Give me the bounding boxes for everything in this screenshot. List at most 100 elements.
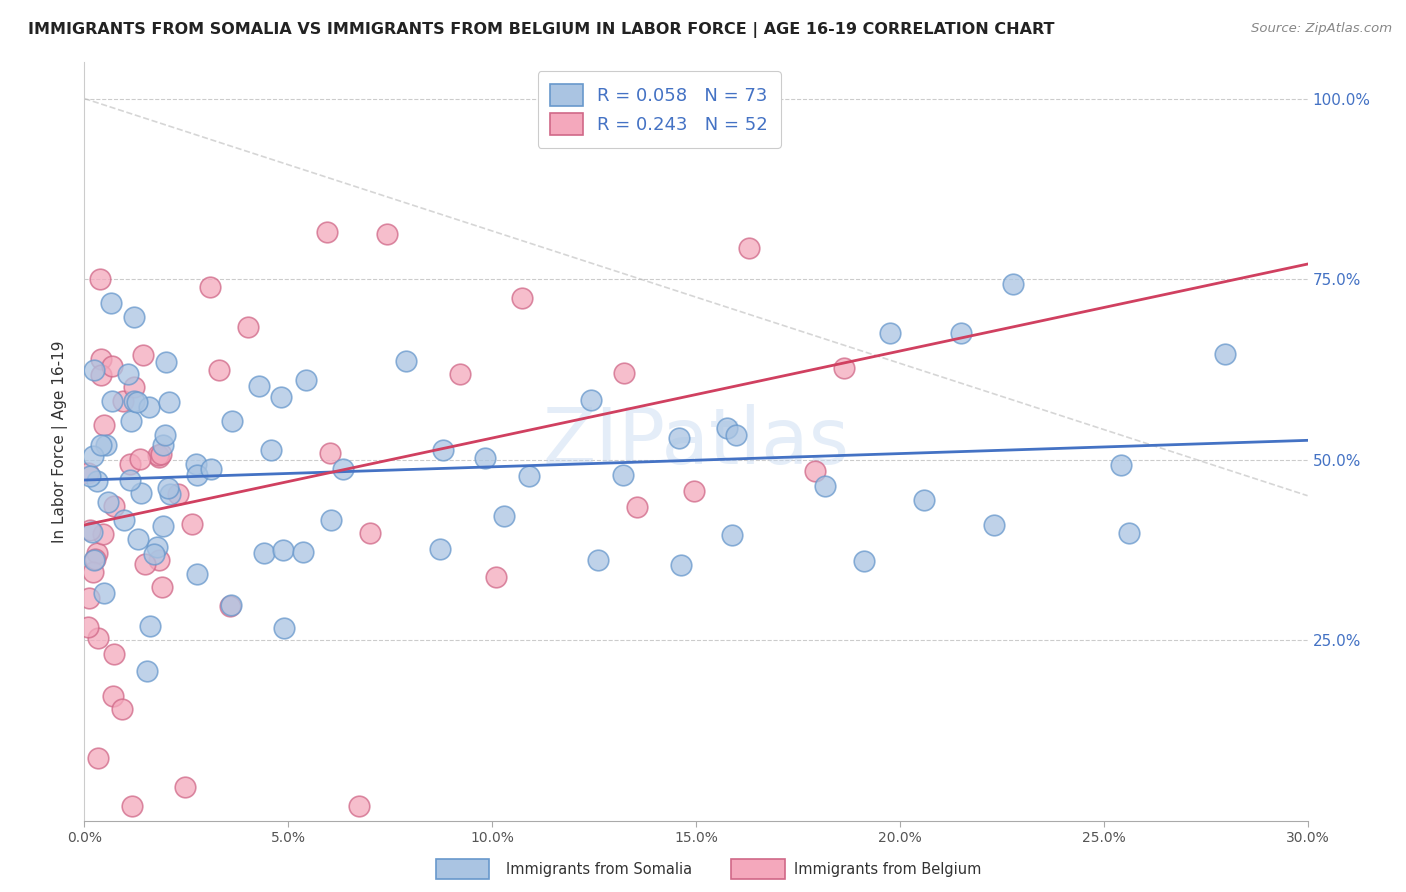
Point [86, 474, 108, 488]
Point [983, 518, 1005, 533]
Point [149, 447, 172, 461]
Point [103, 647, 125, 661]
Point [120, 413, 142, 427]
Point [395, 354, 418, 368]
Point [219, 599, 242, 613]
Point [82, 449, 104, 463]
Point [100, 296, 122, 310]
Point [579, 392, 602, 407]
Point [449, 367, 471, 381]
Point [429, 542, 451, 557]
Point [90, 351, 112, 366]
Point [153, 428, 176, 442]
Point [91, 526, 114, 541]
Point [319, 445, 342, 459]
Point [273, 621, 295, 635]
Point [135, 664, 157, 678]
Point [89, 271, 111, 285]
Point [247, 379, 270, 393]
Point [270, 390, 292, 404]
Y-axis label: In Labor Force | Age 16-19: In Labor Force | Age 16-19 [52, 340, 69, 543]
Point [122, 394, 145, 409]
Point [1213, 346, 1236, 360]
Point [90, 438, 112, 452]
Point [138, 619, 160, 633]
Point [111, 394, 134, 409]
Point [198, 280, 221, 294]
Point [485, 570, 508, 584]
Point [252, 546, 274, 560]
Point [77, 467, 100, 481]
Point [127, 394, 149, 409]
Point [152, 438, 174, 452]
Point [77, 620, 100, 634]
Point [148, 450, 170, 464]
Point [432, 443, 454, 458]
Point [474, 451, 496, 466]
Point [93, 586, 115, 600]
Point [668, 431, 690, 445]
Point [912, 493, 935, 508]
Point [315, 225, 337, 239]
Point [238, 320, 260, 334]
Point [738, 241, 761, 255]
Point [86, 546, 108, 560]
Point [118, 473, 141, 487]
Point [814, 479, 837, 493]
Point [77, 591, 100, 605]
Point [127, 532, 149, 546]
Point [724, 428, 747, 442]
Point [186, 467, 208, 482]
Point [110, 702, 132, 716]
Text: IMMIGRANTS FROM SOMALIA VS IMMIGRANTS FROM BELGIUM IN LABOR FORCE | AGE 16-19 CO: IMMIGRANTS FROM SOMALIA VS IMMIGRANTS FR… [28, 22, 1054, 38]
Point [716, 421, 738, 435]
Point [84, 551, 107, 566]
Point [117, 367, 139, 381]
Point [612, 467, 634, 482]
Point [517, 469, 540, 483]
Point [180, 516, 202, 531]
Point [221, 414, 243, 428]
Point [129, 486, 152, 500]
Point [157, 395, 180, 409]
Point [375, 227, 398, 242]
Point [148, 552, 170, 566]
Point [101, 359, 124, 373]
Point [588, 552, 610, 566]
Point [101, 393, 124, 408]
Point [332, 461, 354, 475]
Point [359, 526, 381, 541]
Point [1111, 458, 1133, 473]
Point [79, 468, 101, 483]
Point [852, 554, 875, 568]
Point [683, 484, 706, 499]
Point [155, 354, 177, 368]
Point [347, 799, 370, 814]
Point [803, 465, 825, 479]
Point [146, 540, 169, 554]
Point [721, 527, 744, 541]
Point [129, 451, 152, 466]
Point [124, 310, 146, 324]
Point [121, 799, 143, 814]
Point [271, 542, 294, 557]
Point [87, 631, 110, 645]
Point [87, 751, 110, 765]
Point [103, 500, 125, 514]
Legend: R = 0.058   N = 73, R = 0.243   N = 52: R = 0.058 N = 73, R = 0.243 N = 52 [537, 71, 780, 148]
Text: Source: ZipAtlas.com: Source: ZipAtlas.com [1251, 22, 1392, 36]
Point [626, 500, 648, 514]
Point [294, 373, 316, 387]
Point [219, 599, 242, 613]
Point [83, 553, 105, 567]
Point [1001, 277, 1024, 292]
Point [669, 558, 692, 573]
Point [832, 361, 855, 376]
Point [1118, 525, 1140, 540]
Point [120, 458, 142, 472]
Point [79, 524, 101, 538]
Point [122, 380, 145, 394]
Point [613, 366, 636, 380]
Point [101, 690, 124, 704]
Point [112, 513, 135, 527]
